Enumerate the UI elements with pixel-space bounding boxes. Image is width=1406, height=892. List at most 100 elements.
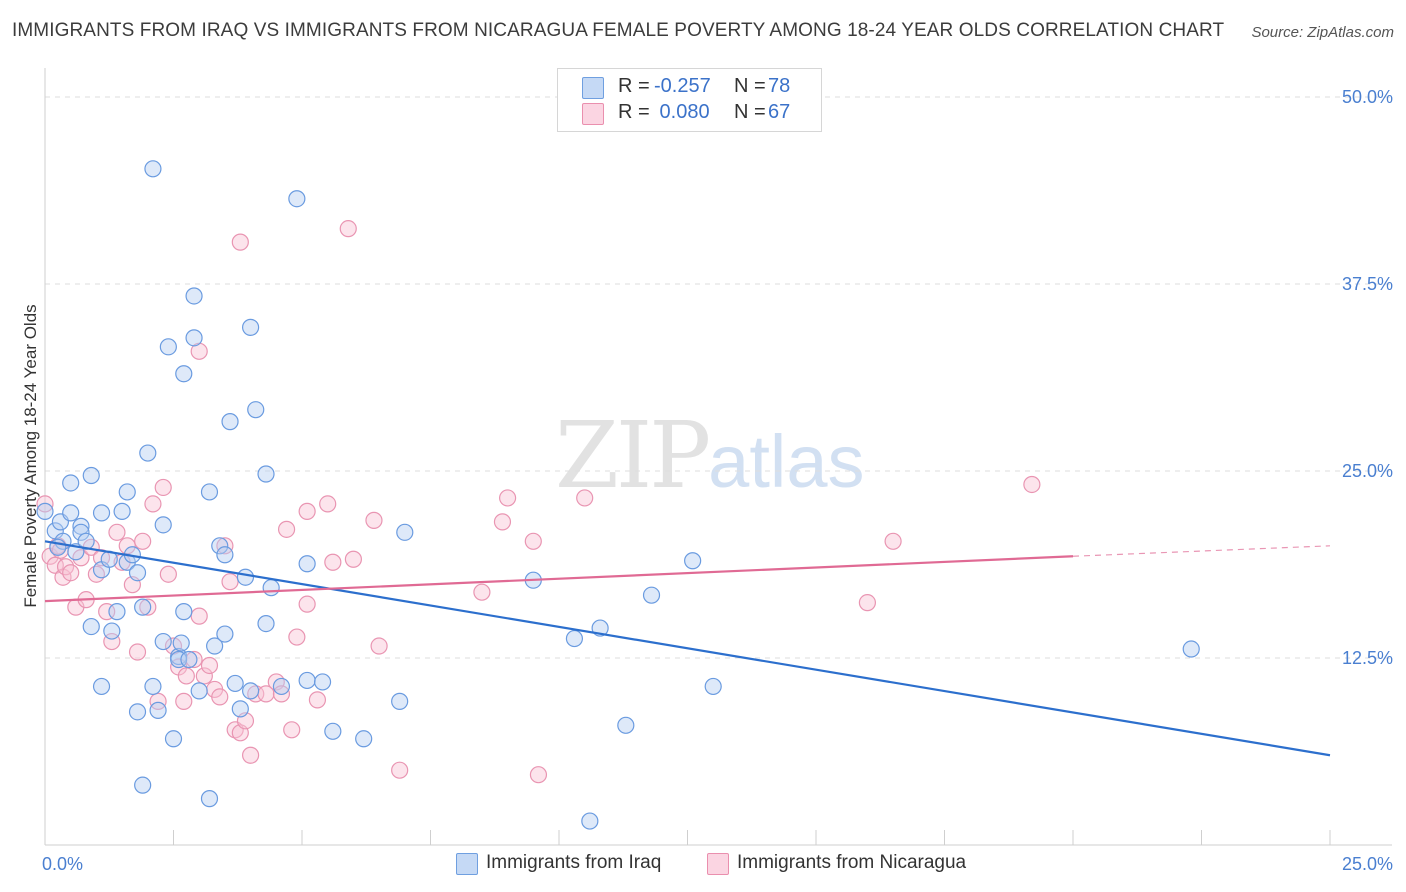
y-axis-label: Female Poverty Among 18-24 Year Olds (21, 304, 40, 607)
iraq-point (396, 523, 414, 541)
iraq-point (190, 682, 208, 700)
r-label: R = (618, 75, 650, 97)
iraq-point (172, 634, 190, 652)
trend-lines (44, 540, 1331, 757)
iraq-point (82, 617, 100, 636)
nicaragua-point (154, 478, 172, 497)
nicaragua-point (195, 667, 213, 685)
iraq-point (113, 502, 131, 520)
iraq-point (128, 564, 147, 582)
iraq-point (159, 338, 177, 356)
nicaragua-point (277, 520, 296, 538)
iraq-point (355, 730, 373, 748)
nicaragua-point (221, 573, 239, 591)
iraq-point (92, 677, 111, 696)
nicaragua-point (108, 523, 126, 541)
iraq-point (221, 413, 239, 431)
iraq-point (175, 603, 193, 621)
iraq-point (154, 632, 172, 651)
nicaragua-point (324, 553, 342, 571)
nicaragua-point (298, 502, 316, 520)
iraq-point (272, 677, 291, 696)
n-value-iraq: 78 (768, 75, 791, 97)
watermark-atlas: atlas (708, 420, 865, 503)
nicaragua-point (134, 532, 152, 550)
iraq-point (92, 504, 111, 522)
iraq-point (200, 483, 219, 501)
iraq-point (118, 483, 136, 501)
iraq-point (185, 287, 203, 305)
iraq-point (180, 650, 198, 669)
iraq-point (257, 614, 275, 633)
nicaragua-point (231, 233, 249, 251)
nicaragua-trend-line (44, 555, 1074, 603)
nicaragua-point (62, 564, 80, 582)
nicaragua-point (308, 691, 327, 709)
iraq-point (72, 523, 90, 541)
nicaragua-point (200, 656, 219, 675)
iraq-point (36, 502, 54, 520)
iraq-point (108, 603, 126, 621)
nicaragua-point (339, 220, 357, 238)
iraq-point (324, 722, 342, 740)
nicaragua-point (288, 628, 306, 646)
iraq-point (154, 516, 172, 534)
nicaragua-point (139, 598, 157, 616)
nicaragua-legend-label: Immigrants from Nicaragua (737, 852, 967, 873)
correlation-legend: R = -0.257 N = 78 R = 0.080 N = 67 (557, 68, 822, 132)
y-tick-label: 25.0% (1342, 461, 1393, 481)
nicaragua-point (524, 532, 542, 550)
source-note: Source: ZipAtlas.com (1251, 24, 1394, 41)
iraq-point (149, 701, 167, 719)
iraq-trend-line (44, 540, 1331, 757)
iraq-point (288, 190, 306, 208)
chart-title: IMMIGRANTS FROM IRAQ VS IMMIGRANTS FROM … (12, 20, 1225, 41)
nicaragua-point (190, 607, 208, 625)
iraq-point (313, 673, 332, 691)
iraq-point (236, 568, 255, 586)
iraq-point (642, 586, 661, 604)
nicaragua-point (319, 495, 337, 513)
iraq-point (216, 625, 234, 643)
tick-labels: 12.5% 25.0% 37.5% 50.0% 0.0% 25.0% (42, 87, 1393, 874)
iraq-point (704, 677, 722, 696)
n-value-nicaragua: 67 (768, 101, 791, 123)
iraq-point (62, 474, 80, 492)
nicaragua-points (36, 220, 1041, 784)
iraq-points (36, 160, 1200, 830)
r-label: R = (618, 101, 650, 123)
nicaragua-point (216, 537, 234, 555)
nicaragua-point (1023, 475, 1041, 494)
nicaragua-point (370, 637, 388, 655)
nicaragua-point (884, 532, 902, 550)
iraq-point (242, 318, 260, 336)
axes (44, 68, 1392, 846)
nicaragua-point (149, 692, 167, 710)
nicaragua-point (576, 489, 594, 507)
iraq-point (103, 622, 121, 640)
iraq-point (262, 579, 280, 597)
iraq-point (144, 677, 162, 696)
iraq-point (211, 537, 229, 555)
iraq-legend-swatch (456, 853, 478, 875)
iraq-point (1182, 640, 1200, 658)
iraq-point (185, 329, 203, 347)
nicaragua-point (493, 513, 512, 531)
nicaragua-point (211, 688, 229, 706)
nicaragua-point (391, 761, 409, 779)
nicaragua-point (499, 489, 517, 507)
nicaragua-point (858, 594, 877, 612)
iraq-point (134, 776, 152, 794)
iraq-point (216, 546, 234, 564)
nicaragua-point (473, 583, 491, 601)
iraq-point (206, 637, 224, 655)
iraq-point (565, 629, 584, 648)
iraq-point (247, 401, 265, 419)
iraq-point (134, 598, 152, 616)
iraq-point (175, 365, 193, 383)
iraq-point (128, 703, 147, 721)
x-tick-label: 0.0% (42, 854, 83, 874)
nicaragua-point (344, 550, 362, 568)
y-tick-label: 50.0% (1342, 87, 1393, 107)
